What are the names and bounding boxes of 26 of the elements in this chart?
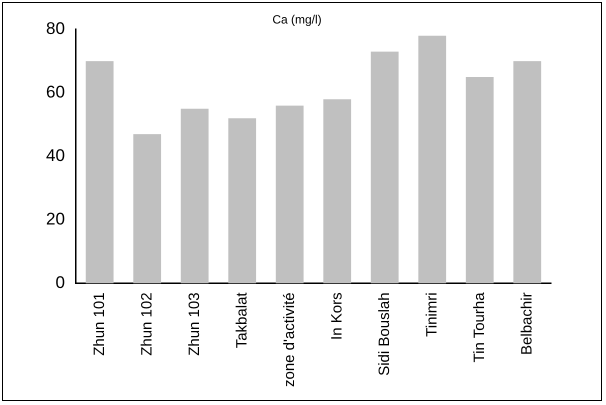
- bar: [418, 36, 446, 284]
- y-tick-label: 60: [46, 82, 65, 102]
- bar: [133, 134, 162, 284]
- bar: [276, 106, 304, 284]
- bar: [370, 52, 399, 284]
- x-tick-label: Takbalat: [233, 292, 250, 348]
- bar: [228, 118, 256, 284]
- x-tick-label: In Kors: [328, 292, 346, 340]
- y-tick-label: 20: [46, 210, 65, 229]
- x-tick-label: Tin Tourha: [470, 292, 488, 362]
- bar: [180, 108, 209, 284]
- x-tick-label: Tinimri: [423, 292, 440, 337]
- x-tick-label: Zhun 101: [90, 292, 108, 356]
- y-tick-label: 0: [55, 273, 65, 292]
- bar: [323, 99, 352, 284]
- y-tick-label: 80: [46, 19, 65, 38]
- x-tick-label: zone d'activité: [280, 292, 298, 388]
- bar: [513, 61, 542, 284]
- y-tick-label: 40: [46, 146, 65, 166]
- x-tick-label: Zhun 103: [186, 292, 203, 356]
- chart-title: Ca (mg/l): [272, 12, 322, 27]
- bar: [466, 77, 494, 284]
- x-tick-label: Belbachir: [518, 292, 536, 355]
- x-tick-label: Sidi Bouslah: [376, 292, 393, 376]
- x-tick-label: Zhun 102: [138, 292, 156, 356]
- bar: [86, 61, 114, 284]
